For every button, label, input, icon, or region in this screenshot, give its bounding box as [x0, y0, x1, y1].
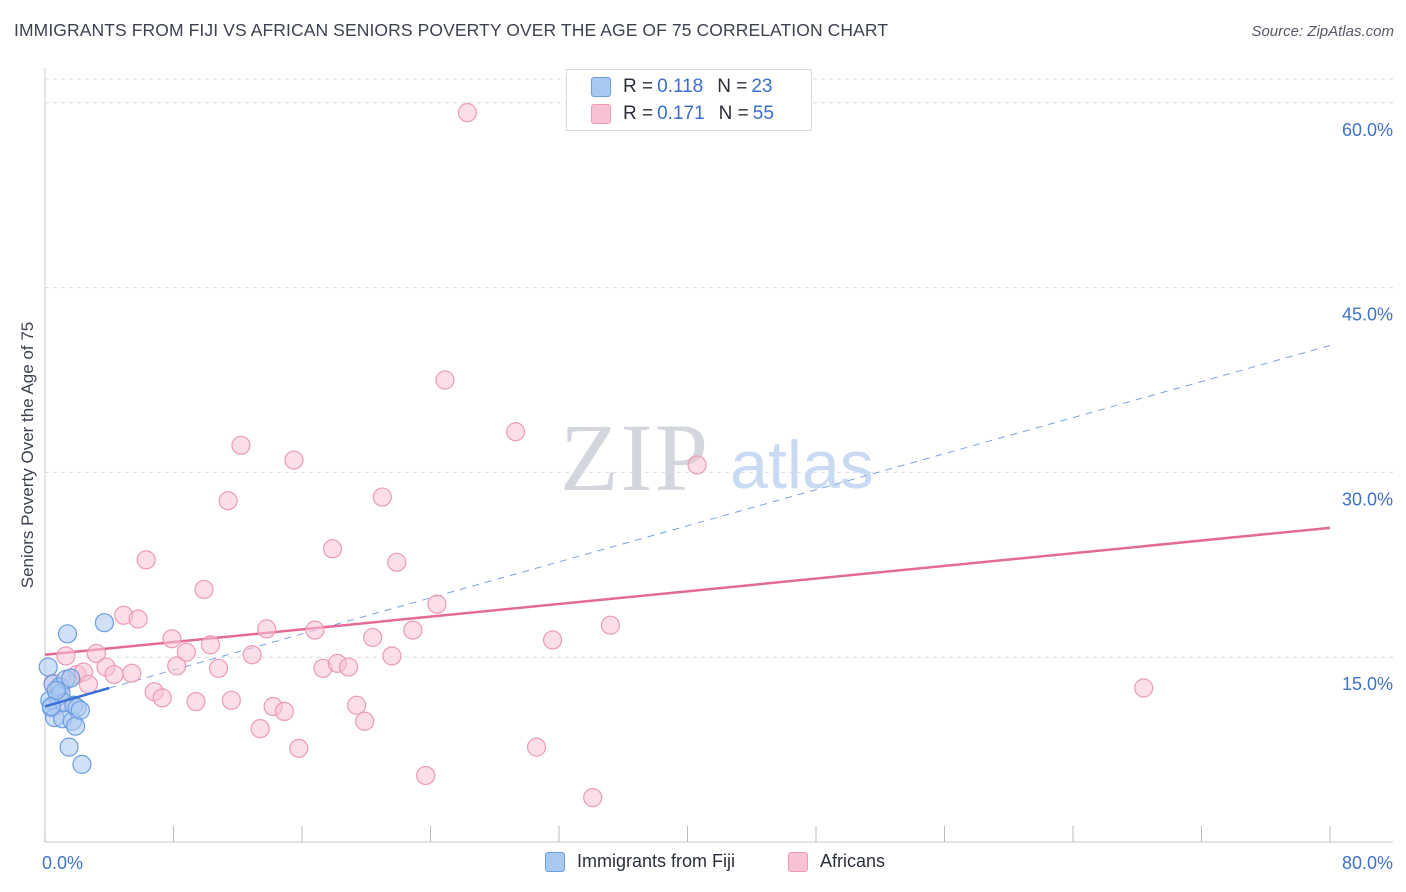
grid-lines	[45, 78, 1393, 658]
africans-point	[186, 691, 206, 712]
fiji-trend-line	[44, 686, 110, 708]
africans-point	[231, 435, 251, 455]
y-tick-label: 15.0%	[1342, 674, 1393, 694]
legend-label-fiji: Immigrants from Fiji	[577, 851, 736, 871]
legend-swatch-fiji	[591, 77, 611, 97]
africans-point	[542, 630, 563, 650]
y-tick-label: 30.0%	[1342, 489, 1393, 509]
africans-point	[289, 738, 309, 758]
x-tick-label: 80.0%	[1342, 853, 1393, 873]
africans-point	[435, 370, 455, 390]
africans-point	[427, 594, 447, 614]
africans-point	[687, 455, 707, 475]
africans-point	[305, 620, 325, 640]
africans-point	[506, 422, 526, 442]
africans-point	[257, 619, 277, 639]
africans-point	[78, 674, 98, 694]
africans-point	[250, 719, 270, 739]
africans-point	[104, 664, 124, 685]
legend-swatch-africans	[591, 104, 611, 124]
correlation-legend: R = 0.118 N = 23 R = 0.171 N = 55	[566, 69, 812, 131]
africans-point	[583, 788, 603, 808]
legend-n-value: 23	[751, 76, 773, 97]
africans-point	[221, 690, 241, 710]
tick-labels: 15.0% 30.0% 45.0% 60.0% 0.0% 80.0%	[42, 120, 1393, 873]
africans-point	[122, 663, 142, 683]
africans-point	[162, 629, 182, 649]
legend-swatch-africans	[788, 851, 808, 872]
fiji-trend-extension	[109, 345, 1331, 689]
axes	[44, 68, 1393, 843]
series-legend: Immigrants from Fiji Africans	[0, 851, 1406, 877]
legend-label-africans: Africans	[820, 851, 886, 871]
fiji-point	[38, 657, 58, 677]
africans-point	[208, 658, 229, 678]
africans-point	[284, 450, 304, 470]
legend-swatch-fiji	[545, 851, 565, 872]
africans-point	[176, 642, 196, 662]
africans-point	[136, 550, 156, 570]
legend-n-label: N =	[718, 103, 749, 124]
africans-point	[152, 688, 172, 708]
legend-row-fiji: R = 0.118 N = 23	[591, 75, 777, 99]
africans-point	[338, 657, 359, 677]
source-label: Source: ZipAtlas.com	[1251, 23, 1394, 40]
africans-point	[1134, 678, 1154, 698]
africans-point	[457, 103, 478, 123]
africans-point	[322, 539, 343, 559]
africans-point	[382, 646, 402, 666]
trend-lines	[44, 345, 1331, 689]
y-tick-label: 45.0%	[1342, 305, 1393, 325]
fiji-point	[57, 624, 78, 644]
fiji-point	[61, 668, 81, 688]
africans-point	[200, 635, 221, 655]
africans-point	[403, 620, 423, 640]
legend-r-value: 0.171	[657, 103, 705, 124]
africans-point	[86, 643, 107, 664]
legend-r-value: 0.118	[657, 76, 704, 97]
fiji-point	[65, 716, 86, 736]
africans-point	[526, 737, 547, 757]
africans-point	[218, 491, 238, 511]
watermark: ZIP atlas	[560, 404, 874, 511]
legend-r-label: R =	[623, 76, 654, 97]
x-tick-label: 0.0%	[42, 853, 83, 873]
legend-item-africans[interactable]: Africans	[788, 851, 885, 872]
fiji-point	[72, 754, 92, 774]
africans-point	[416, 765, 436, 786]
fiji-point	[70, 700, 90, 720]
africans-point	[274, 701, 294, 722]
africans-trend-line	[44, 526, 1331, 656]
watermark-atlas: atlas	[730, 427, 874, 503]
africans-point	[128, 609, 148, 629]
legend-n-value: 55	[752, 103, 774, 124]
legend-row-africans: R = 0.171 N = 55	[591, 102, 778, 126]
africans-point	[387, 552, 407, 572]
data-points	[38, 103, 1154, 808]
africans-point	[372, 487, 392, 507]
watermark-zip: ZIP	[560, 404, 710, 511]
africans-point	[355, 711, 375, 731]
africans-point	[242, 645, 262, 665]
africans-point	[167, 656, 187, 676]
fiji-point	[46, 680, 66, 701]
africans-point	[56, 646, 76, 666]
fiji-point	[94, 613, 115, 633]
legend-n-label: N =	[717, 76, 748, 97]
chart-title: IMMIGRANTS FROM FIJI VS AFRICAN SENIORS …	[14, 20, 889, 40]
fiji-point	[59, 737, 79, 757]
africans-point	[600, 615, 621, 635]
africans-point	[363, 627, 383, 648]
legend-item-fiji[interactable]: Immigrants from Fiji	[545, 851, 735, 872]
africans-point	[194, 579, 214, 600]
y-tick-label: 60.0%	[1342, 120, 1393, 140]
africans-point	[347, 695, 367, 715]
legend-r-label: R =	[623, 103, 654, 124]
